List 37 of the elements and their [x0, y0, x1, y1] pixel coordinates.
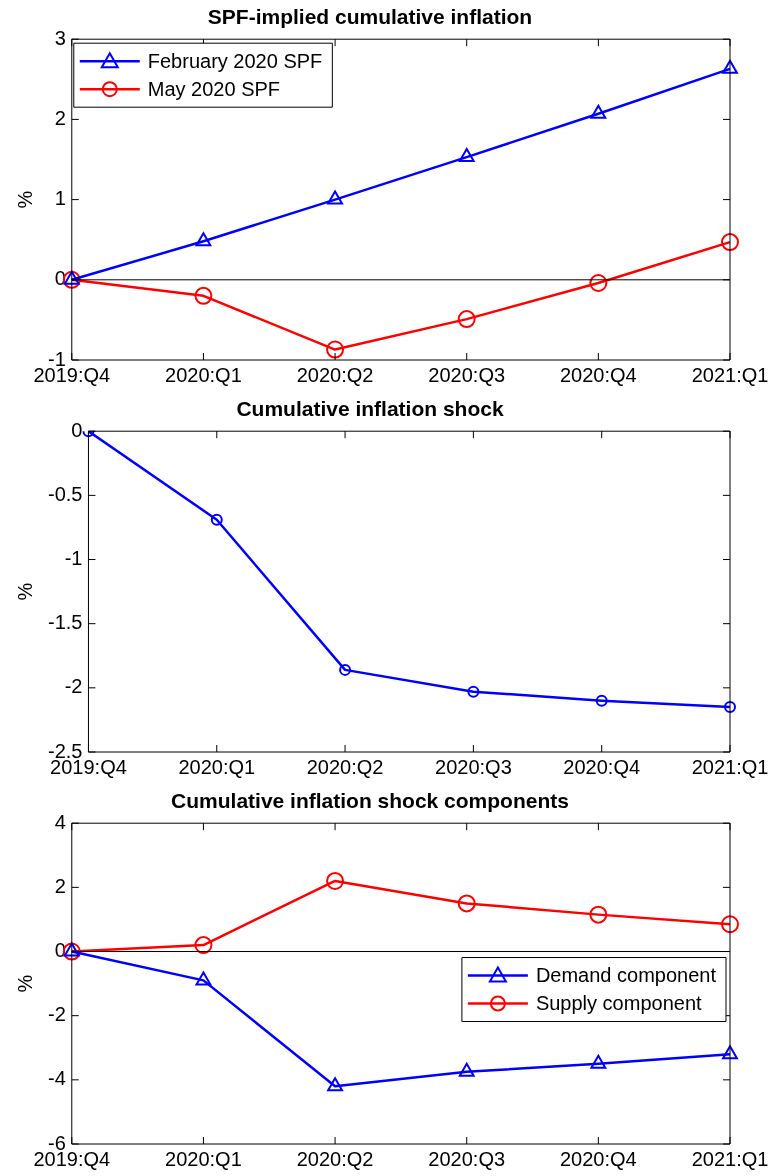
x-tick-label: 2020:Q4: [559, 363, 637, 386]
x-tick-label: 2020:Q3: [435, 755, 512, 778]
y-tick-label: 1: [54, 187, 66, 210]
chart-title: Cumulative inflation shock components: [171, 789, 569, 813]
y-tick-label: 3: [54, 26, 66, 49]
x-tick-label: 2021:Q1: [691, 363, 769, 386]
chart-title: SPF-implied cumulative inflation: [207, 5, 533, 29]
y-axis-title: %: [13, 974, 36, 993]
y-tick-label: -2: [64, 675, 83, 698]
x-tick-label: 2021:Q1: [691, 1147, 769, 1170]
x-tick-label: 2020:Q3: [428, 363, 506, 386]
x-tick-label: 2020:Q2: [296, 363, 374, 386]
y-tick-label: -1.5: [47, 611, 83, 634]
y-tick-label: 2: [54, 106, 66, 129]
y-tick-label: -1: [64, 547, 83, 570]
y-tick-label: 4: [54, 810, 66, 833]
x-tick-label: 2020:Q4: [559, 1147, 637, 1170]
y-tick-label: -4: [47, 1067, 66, 1090]
x-tick-label: 2020:Q3: [428, 1147, 506, 1170]
x-tick-label: 2020:Q4: [563, 755, 641, 778]
legend-label: Demand component: [535, 964, 717, 987]
x-tick-label: 2020:Q1: [178, 755, 256, 778]
y-tick-label: -0.5: [47, 482, 83, 505]
legend-label: Supply component: [535, 992, 702, 1015]
x-tick-label: 2021:Q1: [691, 755, 769, 778]
x-tick-label: 2020:Q2: [306, 755, 384, 778]
y-tick-label: 0: [71, 418, 83, 441]
y-axis-title: %: [13, 190, 36, 209]
y-tick-label: 2: [54, 874, 66, 897]
legend-label: February 2020 SPF: [147, 49, 323, 72]
y-tick-label: -2: [47, 1003, 66, 1026]
x-tick-label: 2020:Q2: [296, 1147, 374, 1170]
x-tick-label: 2020:Q1: [165, 363, 242, 386]
x-tick-label: 2020:Q1: [165, 1147, 242, 1170]
chart-title: Cumulative inflation shock: [236, 397, 504, 421]
legend-label: May 2020 SPF: [147, 77, 281, 100]
y-axis-title: %: [13, 582, 36, 601]
